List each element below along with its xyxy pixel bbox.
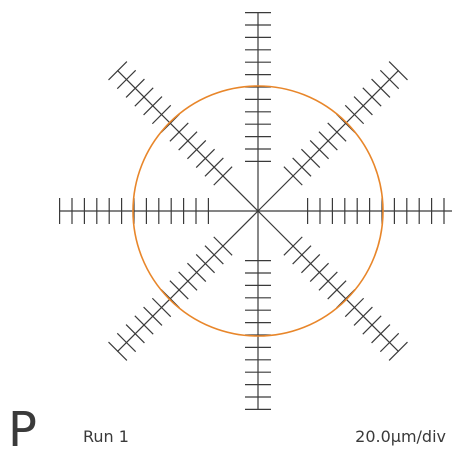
tick-mark	[300, 253, 321, 274]
tick-mark	[388, 341, 408, 361]
tick-mark	[283, 166, 303, 186]
tick-mark	[125, 78, 145, 98]
tick-mark	[108, 341, 128, 361]
tick-mark	[169, 122, 189, 142]
tick-mark	[292, 245, 312, 265]
tick-mark	[151, 104, 172, 125]
tick-mark	[134, 315, 154, 335]
tick-mark	[283, 236, 303, 256]
tick-mark	[178, 131, 198, 151]
letter-label: P	[8, 402, 37, 453]
tick-mark	[327, 122, 347, 142]
tick-mark	[213, 166, 233, 186]
tick-mark	[371, 78, 391, 98]
tick-mark	[362, 315, 382, 335]
tick-mark	[134, 87, 154, 107]
tick-mark	[300, 148, 321, 169]
tick-mark	[379, 332, 400, 353]
tick-mark	[195, 148, 216, 169]
tick-mark	[371, 324, 391, 344]
tick-mark	[169, 280, 189, 300]
tick-mark	[353, 96, 373, 116]
tick-mark	[292, 157, 312, 177]
tick-mark	[143, 306, 163, 326]
tick-mark	[318, 271, 338, 291]
tick-mark	[195, 253, 216, 274]
tick-mark	[108, 61, 128, 81]
tick-mark	[187, 140, 207, 160]
tick-mark	[344, 297, 365, 318]
tick-mark	[204, 245, 224, 265]
tick-mark	[318, 131, 338, 151]
target-circle	[132, 85, 384, 337]
tick-mark	[379, 69, 400, 90]
scale-label: 20.0μm/div	[355, 427, 446, 446]
tick-mark	[327, 280, 347, 300]
tick-mark	[204, 157, 224, 177]
tick-mark	[309, 140, 329, 160]
tick-mark	[151, 297, 172, 318]
tick-mark	[353, 306, 373, 326]
run-label: Run 1	[83, 427, 129, 446]
tick-mark	[309, 262, 329, 282]
tick-mark	[125, 324, 145, 344]
tick-mark	[116, 332, 137, 353]
tick-mark	[213, 236, 233, 256]
tick-mark	[362, 87, 382, 107]
tick-mark	[344, 104, 365, 125]
tick-mark	[187, 262, 207, 282]
tick-mark	[388, 61, 408, 81]
tick-mark	[178, 271, 198, 291]
reticle	[58, 11, 452, 410]
tick-mark	[116, 69, 137, 90]
tick-mark	[143, 96, 163, 116]
